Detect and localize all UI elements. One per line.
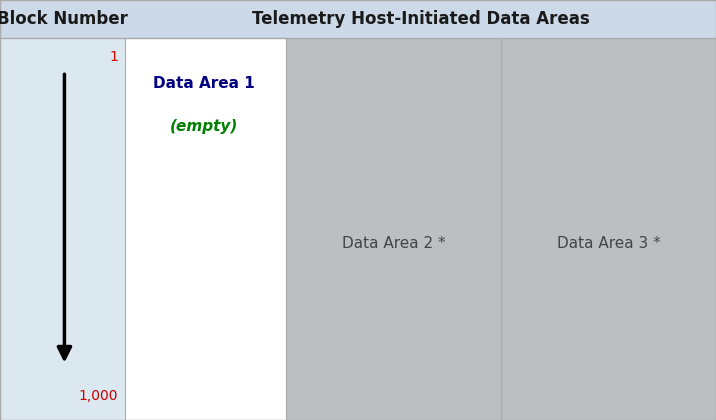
- Text: Telemetry Host-Initiated Data Areas: Telemetry Host-Initiated Data Areas: [252, 10, 589, 28]
- Bar: [0, 38, 125, 420]
- Text: 1,000: 1,000: [79, 389, 118, 403]
- Text: 1: 1: [110, 50, 118, 64]
- Bar: [501, 38, 716, 420]
- Bar: [286, 38, 501, 420]
- Bar: [125, 38, 286, 420]
- Text: Data Area 2 *: Data Area 2 *: [342, 236, 445, 251]
- Text: Block Number: Block Number: [0, 10, 128, 28]
- Text: Data Area 3 *: Data Area 3 *: [557, 236, 660, 251]
- Bar: [0, 0, 716, 38]
- Text: (empty): (empty): [170, 118, 238, 134]
- Text: Data Area 1: Data Area 1: [153, 76, 255, 92]
